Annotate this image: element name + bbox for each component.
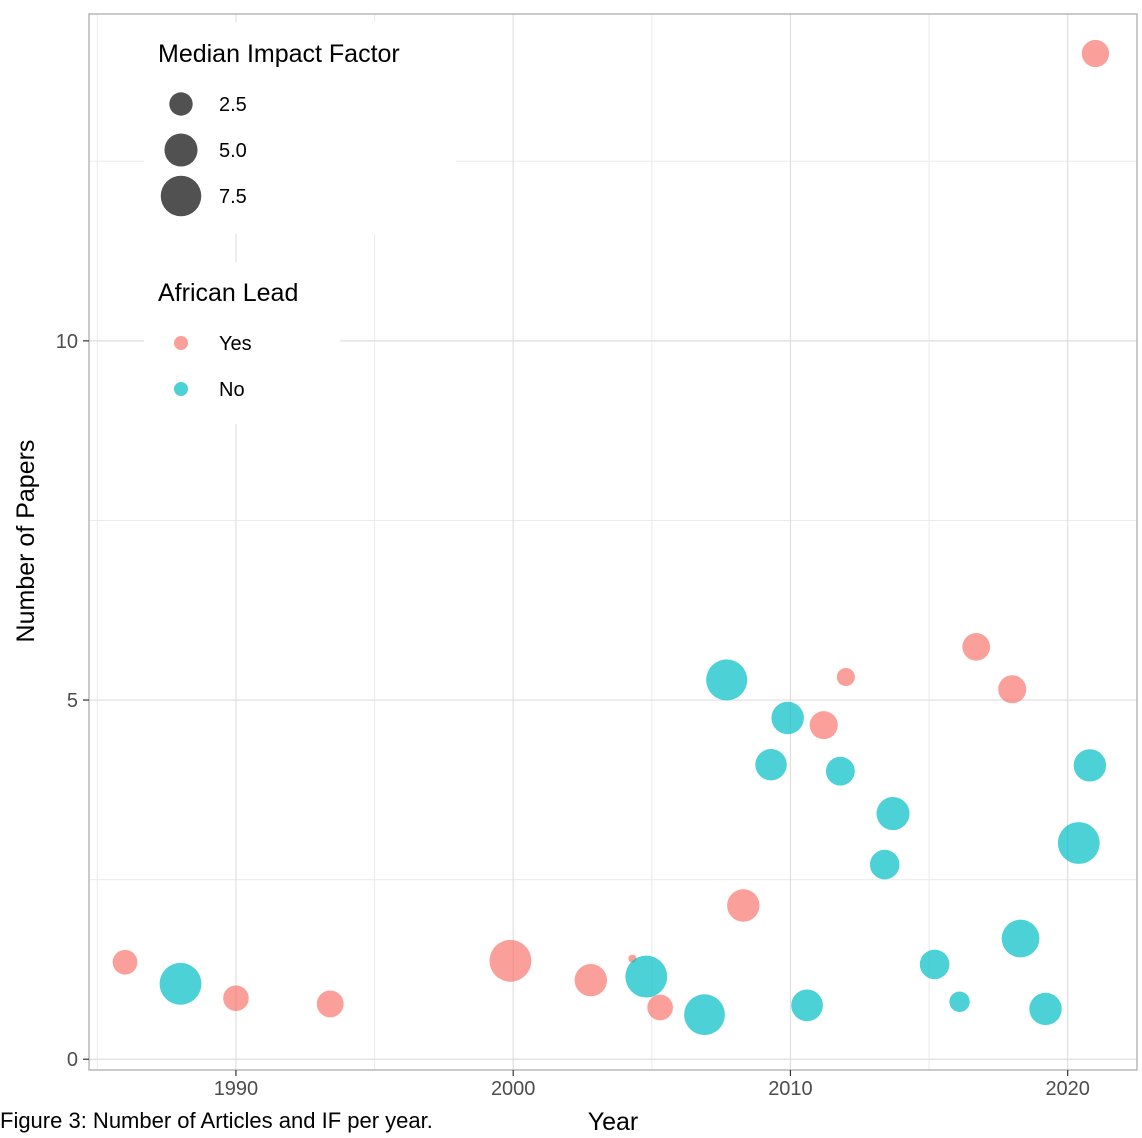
data-point-no	[1029, 992, 1062, 1026]
data-point-yes	[962, 633, 991, 661]
legend-color-label: Yes	[219, 333, 252, 355]
data-point-yes	[574, 963, 608, 997]
data-point-no	[159, 962, 202, 1005]
x-tick-label: 2000	[491, 1078, 536, 1100]
x-axis-title: Year	[588, 1108, 639, 1136]
legend-size-key	[169, 92, 193, 116]
legend-color-key	[174, 382, 188, 396]
data-point-no	[791, 989, 823, 1022]
data-point-yes	[998, 675, 1027, 704]
data-point-no	[625, 955, 668, 998]
legend-color-label: No	[219, 379, 245, 401]
x-tick-label: 2010	[768, 1078, 813, 1100]
figure-caption: Figure 3: Number of Articles and IF per …	[0, 1108, 433, 1133]
data-point-no	[684, 994, 725, 1036]
data-point-yes	[489, 939, 532, 982]
data-point-no	[755, 748, 787, 781]
data-point-no	[876, 796, 910, 831]
data-points	[112, 39, 1110, 1036]
data-point-yes	[809, 711, 838, 740]
data-point-no	[869, 849, 900, 880]
legend-color-title: African Lead	[158, 279, 298, 307]
data-point-no	[1073, 749, 1107, 782]
legend-color-entries: Yes No	[174, 333, 252, 401]
y-axis-ticks: 0 5 10	[56, 331, 89, 1071]
data-point-no	[949, 991, 970, 1012]
y-tick-label: 10	[56, 331, 78, 353]
data-point-no	[1001, 919, 1040, 958]
legend-size-label: 7.5	[219, 186, 247, 208]
data-point-no	[825, 756, 855, 786]
legend-size-entries: 2.5 5.0 7.5	[160, 92, 247, 217]
legend: Median Impact Factor 2.5 5.0 7.5 African L…	[144, 22, 456, 424]
data-point-no	[1057, 822, 1100, 864]
legend-size-label: 2.5	[219, 94, 247, 116]
data-point-no	[771, 701, 804, 735]
y-tick-label: 0	[67, 1049, 78, 1071]
panel-border	[88, 13, 1138, 1071]
legend-size-key	[160, 175, 202, 217]
legend-size-title: Median Impact Factor	[158, 40, 400, 68]
legend-color-key	[174, 336, 188, 350]
x-tick-label: 2020	[1045, 1078, 1090, 1100]
data-point-no	[706, 659, 748, 701]
y-tick-label: 5	[67, 690, 78, 712]
data-point-no	[919, 949, 950, 980]
legend-size-label: 5.0	[219, 140, 247, 162]
data-point-yes	[316, 990, 344, 1018]
legend-size-key	[164, 133, 198, 167]
data-point-yes	[1081, 39, 1110, 68]
data-point-yes	[223, 985, 249, 1011]
y-axis-title: Number of Papers	[12, 440, 40, 643]
data-point-yes	[727, 889, 760, 922]
data-point-yes	[647, 994, 673, 1021]
data-point-yes	[112, 949, 138, 975]
x-tick-label: 1990	[214, 1078, 259, 1100]
x-axis-ticks: 1990 2000 2010 2020	[214, 1070, 1090, 1100]
data-point-yes	[836, 667, 855, 687]
